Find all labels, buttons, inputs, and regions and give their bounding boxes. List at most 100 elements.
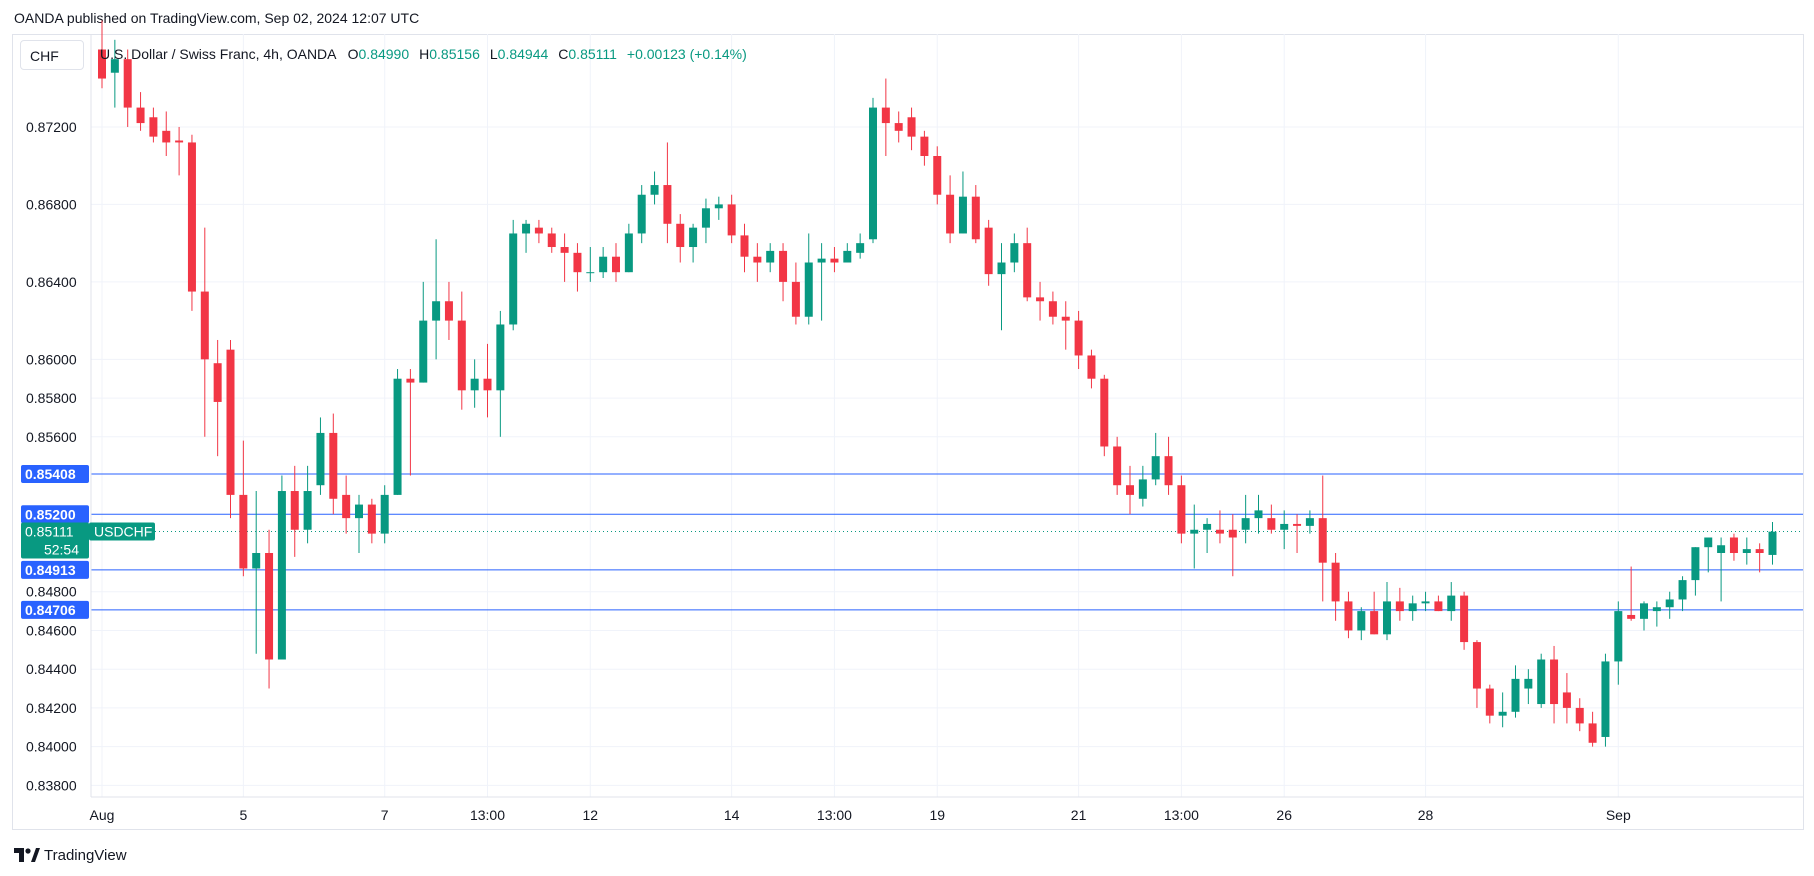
candle[interactable] xyxy=(483,343,492,418)
candle[interactable] xyxy=(1550,645,1559,724)
candle[interactable] xyxy=(1241,494,1250,544)
candle[interactable] xyxy=(1087,349,1096,389)
candle[interactable] xyxy=(98,20,106,89)
candle[interactable] xyxy=(856,233,865,259)
candle[interactable] xyxy=(1164,436,1173,495)
candle[interactable] xyxy=(779,243,788,302)
candle[interactable] xyxy=(187,134,196,311)
candle[interactable] xyxy=(355,494,363,553)
candle[interactable] xyxy=(1023,227,1032,302)
candle[interactable] xyxy=(329,413,338,515)
candle[interactable] xyxy=(290,465,299,557)
candle[interactable] xyxy=(1447,582,1456,621)
candle[interactable] xyxy=(252,491,261,654)
candle[interactable] xyxy=(1177,475,1186,544)
candle[interactable] xyxy=(200,227,209,437)
candle[interactable] xyxy=(470,359,479,408)
currency-selector[interactable]: CHF xyxy=(20,40,84,70)
price-level-label[interactable]: 0.84913 xyxy=(21,560,89,579)
candle[interactable] xyxy=(509,219,518,331)
candle[interactable] xyxy=(1383,582,1391,641)
candle[interactable] xyxy=(522,219,531,253)
candle[interactable] xyxy=(1652,601,1661,627)
candle[interactable] xyxy=(1729,533,1738,561)
candle[interactable] xyxy=(1562,673,1571,724)
candle[interactable] xyxy=(984,219,993,286)
candle[interactable] xyxy=(1061,301,1070,350)
candle[interactable] xyxy=(175,126,184,176)
candle[interactable] xyxy=(946,175,955,244)
candle[interactable] xyxy=(239,440,248,577)
candle[interactable] xyxy=(136,92,145,131)
candle[interactable] xyxy=(1755,543,1764,573)
candle[interactable] xyxy=(1228,514,1237,577)
candle[interactable] xyxy=(1704,537,1713,573)
candle[interactable] xyxy=(1190,504,1199,569)
candle[interactable] xyxy=(1036,281,1045,321)
candle[interactable] xyxy=(419,281,428,383)
candle[interactable] xyxy=(612,243,620,282)
candle[interactable] xyxy=(1254,494,1263,534)
candle[interactable] xyxy=(149,107,158,143)
candle[interactable] xyxy=(637,185,646,244)
candle[interactable] xyxy=(907,107,916,151)
candle[interactable] xyxy=(1395,587,1404,621)
candle[interactable] xyxy=(547,227,556,253)
candle[interactable] xyxy=(714,196,723,220)
candle[interactable] xyxy=(1485,684,1494,724)
candle[interactable] xyxy=(1524,669,1533,705)
candle[interactable] xyxy=(1421,591,1430,612)
candle[interactable] xyxy=(1717,537,1726,602)
candle[interactable] xyxy=(843,243,852,263)
candle[interactable] xyxy=(1498,692,1507,728)
candle[interactable] xyxy=(1357,607,1366,641)
candle[interactable] xyxy=(265,529,274,689)
candle[interactable] xyxy=(1588,711,1597,747)
candle[interactable] xyxy=(1614,601,1623,685)
candle[interactable] xyxy=(727,194,736,244)
candle[interactable] xyxy=(1691,547,1700,596)
candle[interactable] xyxy=(766,243,775,273)
candle[interactable] xyxy=(586,247,595,282)
candle[interactable] xyxy=(1665,591,1674,619)
candle[interactable] xyxy=(701,198,710,244)
candle[interactable] xyxy=(213,339,222,457)
candle[interactable] xyxy=(1048,291,1057,325)
candle[interactable] xyxy=(958,171,967,234)
candle[interactable] xyxy=(624,223,633,273)
candle[interactable] xyxy=(573,243,582,292)
candle[interactable] xyxy=(933,146,942,205)
candle[interactable] xyxy=(1344,591,1353,639)
candle[interactable] xyxy=(1100,374,1109,457)
candle[interactable] xyxy=(1434,595,1443,612)
candle[interactable] xyxy=(367,498,376,544)
candle[interactable] xyxy=(869,97,877,244)
candle[interactable] xyxy=(162,111,171,157)
candle[interactable] xyxy=(1575,698,1584,732)
candle[interactable] xyxy=(560,233,569,282)
candle[interactable] xyxy=(1408,595,1417,621)
candle[interactable] xyxy=(1460,591,1469,650)
candle[interactable] xyxy=(110,39,119,108)
candle[interactable] xyxy=(1138,465,1147,507)
candle[interactable] xyxy=(342,475,351,534)
candle[interactable] xyxy=(226,339,235,519)
candle[interactable] xyxy=(1678,576,1687,612)
candle[interactable] xyxy=(406,369,415,476)
candle[interactable] xyxy=(791,262,800,325)
candle[interactable] xyxy=(393,369,402,495)
candle[interactable] xyxy=(1640,601,1648,631)
candle[interactable] xyxy=(817,243,826,321)
candle[interactable] xyxy=(1010,233,1019,273)
candle[interactable] xyxy=(303,465,312,544)
candle[interactable] xyxy=(534,219,543,244)
price-level-label[interactable]: 0.85200 xyxy=(21,505,89,524)
candle[interactable] xyxy=(1627,566,1636,621)
candle[interactable] xyxy=(1113,436,1122,495)
candle[interactable] xyxy=(1280,510,1289,550)
candle[interactable] xyxy=(1293,514,1302,553)
candle[interactable] xyxy=(1331,552,1340,621)
candle[interactable] xyxy=(1267,504,1276,534)
candle[interactable] xyxy=(599,247,608,279)
candle[interactable] xyxy=(123,49,132,127)
